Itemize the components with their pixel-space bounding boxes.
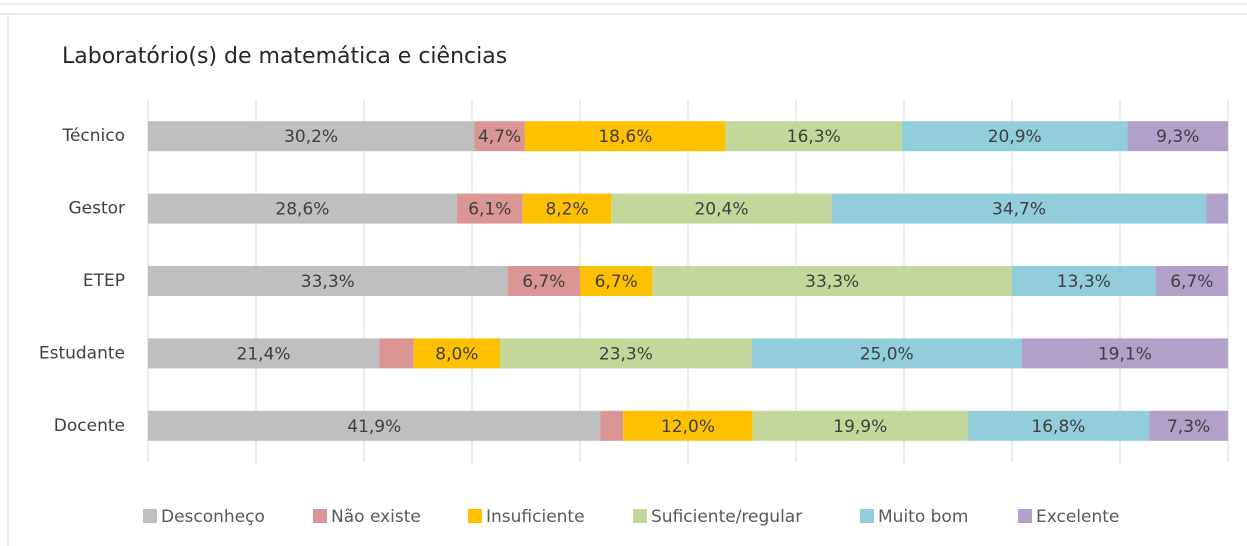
- legend-label: Muito bom: [878, 507, 968, 527]
- data-label: 20,4%: [694, 200, 748, 220]
- data-label: 33,3%: [301, 272, 355, 292]
- bar-segment: [522, 193, 612, 224]
- data-label: 6,7%: [1170, 272, 1213, 292]
- bar-segment: [148, 121, 475, 152]
- data-label: 8,2%: [545, 200, 588, 220]
- bar-segment: [524, 121, 726, 152]
- y-tick-label: ETEP: [83, 271, 125, 291]
- bar-segment: [379, 338, 414, 369]
- data-label: 28,6%: [275, 200, 329, 220]
- data-label: 25,0%: [860, 344, 914, 364]
- legend-label: Suficiente/regular: [651, 507, 802, 527]
- data-label: 20,9%: [988, 127, 1042, 147]
- legend-label: Insuficiente: [486, 507, 585, 527]
- bar-segment: [148, 193, 457, 224]
- data-label: 33,3%: [805, 272, 859, 292]
- bar-segment: [474, 121, 525, 152]
- data-label: 6,7%: [522, 272, 565, 292]
- data-label: 13,3%: [1057, 272, 1111, 292]
- bar-segment: [580, 266, 653, 296]
- data-label: 19,9%: [833, 417, 887, 437]
- legend-label: Desconheço: [161, 507, 265, 527]
- data-label: 12,0%: [661, 417, 715, 437]
- bar-segment: [611, 193, 832, 224]
- data-label: 4,7%: [478, 127, 521, 147]
- bar-segment: [623, 410, 753, 441]
- legend-swatch: [143, 509, 157, 523]
- data-label: 8,0%: [435, 344, 478, 364]
- bar-segment: [1149, 410, 1228, 441]
- bar-segment: [751, 338, 1022, 369]
- bar-segment: [413, 338, 501, 369]
- bar-segment: [1206, 193, 1228, 224]
- bar-segment: [148, 266, 508, 296]
- data-label: 23,3%: [599, 344, 653, 364]
- y-tick-label: Gestor: [68, 199, 125, 219]
- bar-segment: [725, 121, 902, 152]
- data-label: 41,9%: [347, 417, 401, 437]
- legend-swatch: [468, 509, 482, 523]
- y-tick-label: Docente: [54, 416, 125, 436]
- legend-swatch: [313, 509, 327, 523]
- bar-segment: [500, 338, 752, 369]
- data-label: 16,3%: [787, 127, 841, 147]
- data-label: 34,7%: [992, 200, 1046, 220]
- y-tick-label: Técnico: [61, 126, 125, 146]
- bar-segment: [901, 121, 1128, 152]
- bar-segment: [1012, 266, 1156, 296]
- data-label: 19,1%: [1098, 344, 1152, 364]
- bar-segment: [148, 338, 380, 369]
- bar-segment: [752, 410, 968, 441]
- bar-segment: [1155, 266, 1228, 296]
- data-label: 16,8%: [1031, 417, 1085, 437]
- data-label: 30,2%: [284, 127, 338, 147]
- bar-segment: [507, 266, 580, 296]
- legend-swatch: [633, 509, 647, 523]
- legend-swatch: [1018, 509, 1032, 523]
- chart-title: Laboratório(s) de matemática e ciências: [62, 44, 507, 69]
- bar-segment: [148, 410, 601, 441]
- bar-segment: [967, 410, 1150, 441]
- y-tick-label: Estudante: [39, 343, 125, 363]
- data-label: 6,1%: [468, 200, 511, 220]
- data-label: 21,4%: [237, 344, 291, 364]
- legend-label: Excelente: [1036, 507, 1119, 527]
- bar-segment: [831, 193, 1207, 224]
- data-label: 18,6%: [598, 127, 652, 147]
- legend-swatch: [860, 509, 874, 523]
- bar-segment: [1127, 121, 1228, 152]
- data-label: 6,7%: [595, 272, 638, 292]
- bar-segment: [456, 193, 523, 224]
- bar-segment: [600, 410, 624, 441]
- bar-segment: [652, 266, 1012, 296]
- data-label: 9,3%: [1156, 127, 1199, 147]
- data-label: 7,3%: [1167, 417, 1210, 437]
- legend-label: Não existe: [331, 507, 421, 527]
- bar-segment: [1021, 338, 1228, 369]
